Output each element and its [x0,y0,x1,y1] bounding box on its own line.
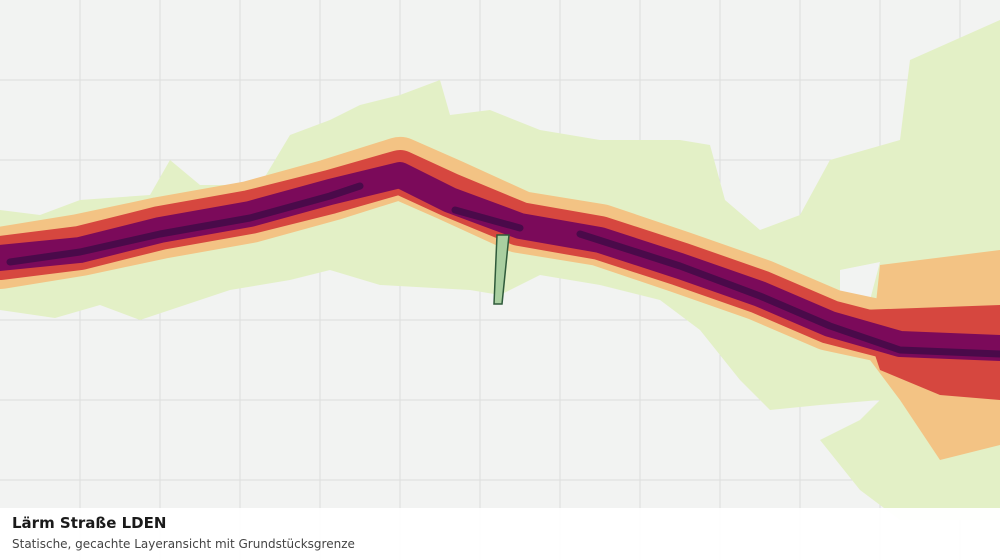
map-subtitle: Statische, gecachte Layeransicht mit Gru… [12,537,355,551]
map-title: Lärm Straße LDEN [12,514,167,532]
parcel-boundary [493,234,510,305]
caption-panel: Lärm Straße LDEN Statische, gecachte Lay… [0,508,1000,560]
